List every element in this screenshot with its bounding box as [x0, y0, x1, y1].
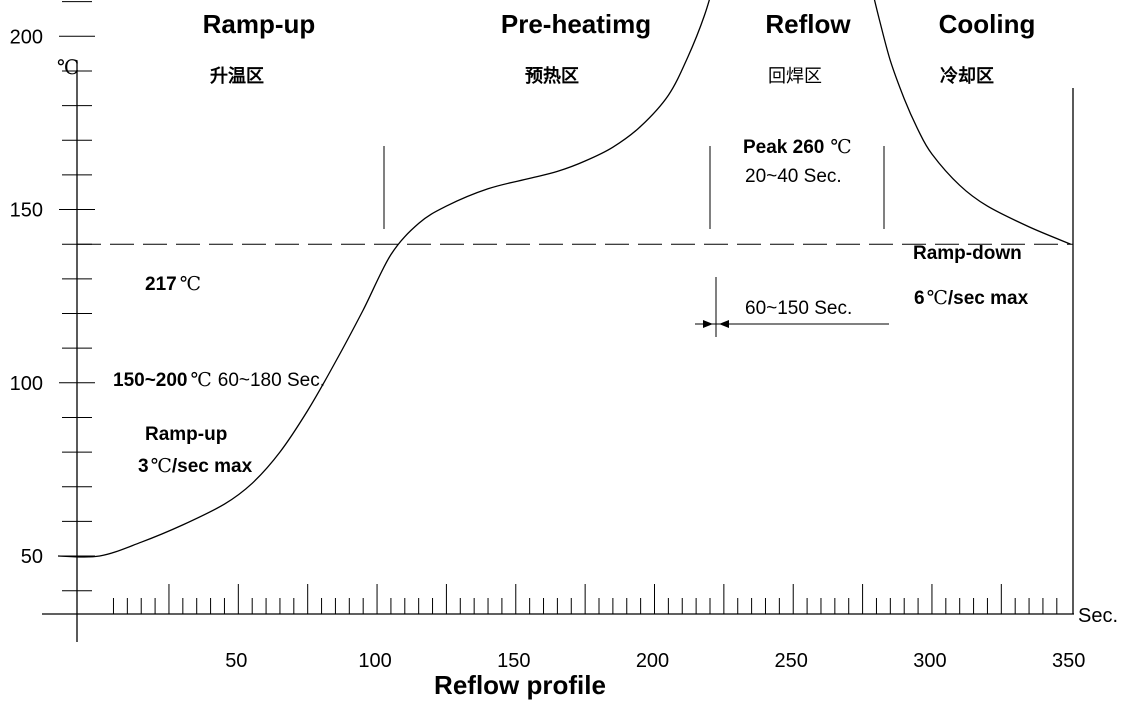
x-tick-label: 300: [913, 650, 946, 672]
y-tick-label: 100: [10, 373, 43, 395]
phase-reflow-subtitle: 回焊区: [768, 66, 822, 87]
temperature-curve: [57, 0, 1071, 558]
x-tick-label: 100: [358, 650, 391, 672]
ramp-down-rate: 6 ℃/sec max: [914, 287, 1029, 309]
x-tick-label: 250: [775, 650, 808, 672]
phase-preheat-subtitle: 预热区: [525, 65, 579, 87]
chart-title: Reflow profile: [434, 670, 606, 700]
phase-rampup-subtitle: 升温区: [210, 66, 264, 87]
x-tick-label: 150: [497, 650, 530, 672]
phase-preheat-title: Pre-heatimg: [501, 9, 651, 39]
x-axis-ticks: [112, 584, 1058, 614]
x-tick-label: 350: [1052, 650, 1085, 672]
x-axis-tick-labels: 50 100 150 200 250 300 350: [225, 650, 1085, 672]
x-tick-label: 50: [225, 650, 247, 672]
phase-cooling-subtitle: 冷却区: [940, 65, 994, 87]
soak-label: 150~200 ℃ 60~180 Sec.: [113, 369, 325, 391]
tal-arrow-right-icon: [719, 320, 729, 328]
peak-annotation: Peak 260 ℃: [743, 136, 852, 158]
x-tick-label: 200: [636, 650, 669, 672]
y-tick-label: 200: [10, 26, 43, 48]
reference-lines: [77, 243, 1073, 245]
y-tick-label: 50: [21, 546, 43, 568]
peak-time-label: 20~40 Sec.: [745, 166, 842, 187]
phase-reflow-title: Reflow: [765, 9, 851, 39]
ramp-down-title: Ramp-down: [913, 243, 1022, 264]
ramp-up-rate: 3 ℃/sec max: [138, 455, 253, 477]
liquidus-label: 217 ℃: [145, 273, 201, 295]
y-tick-label: 150: [10, 200, 43, 222]
phase-rampup-title: Ramp-up: [203, 9, 316, 39]
y-axis-unit: ℃: [57, 55, 79, 79]
ramp-up-title: Ramp-up: [145, 424, 227, 445]
tal-time-label: 60~150 Sec.: [745, 298, 852, 319]
x-axis-unit: Sec.: [1078, 605, 1118, 627]
tal-arrow-left-icon: [703, 320, 713, 328]
phase-cooling-title: Cooling: [939, 9, 1036, 39]
